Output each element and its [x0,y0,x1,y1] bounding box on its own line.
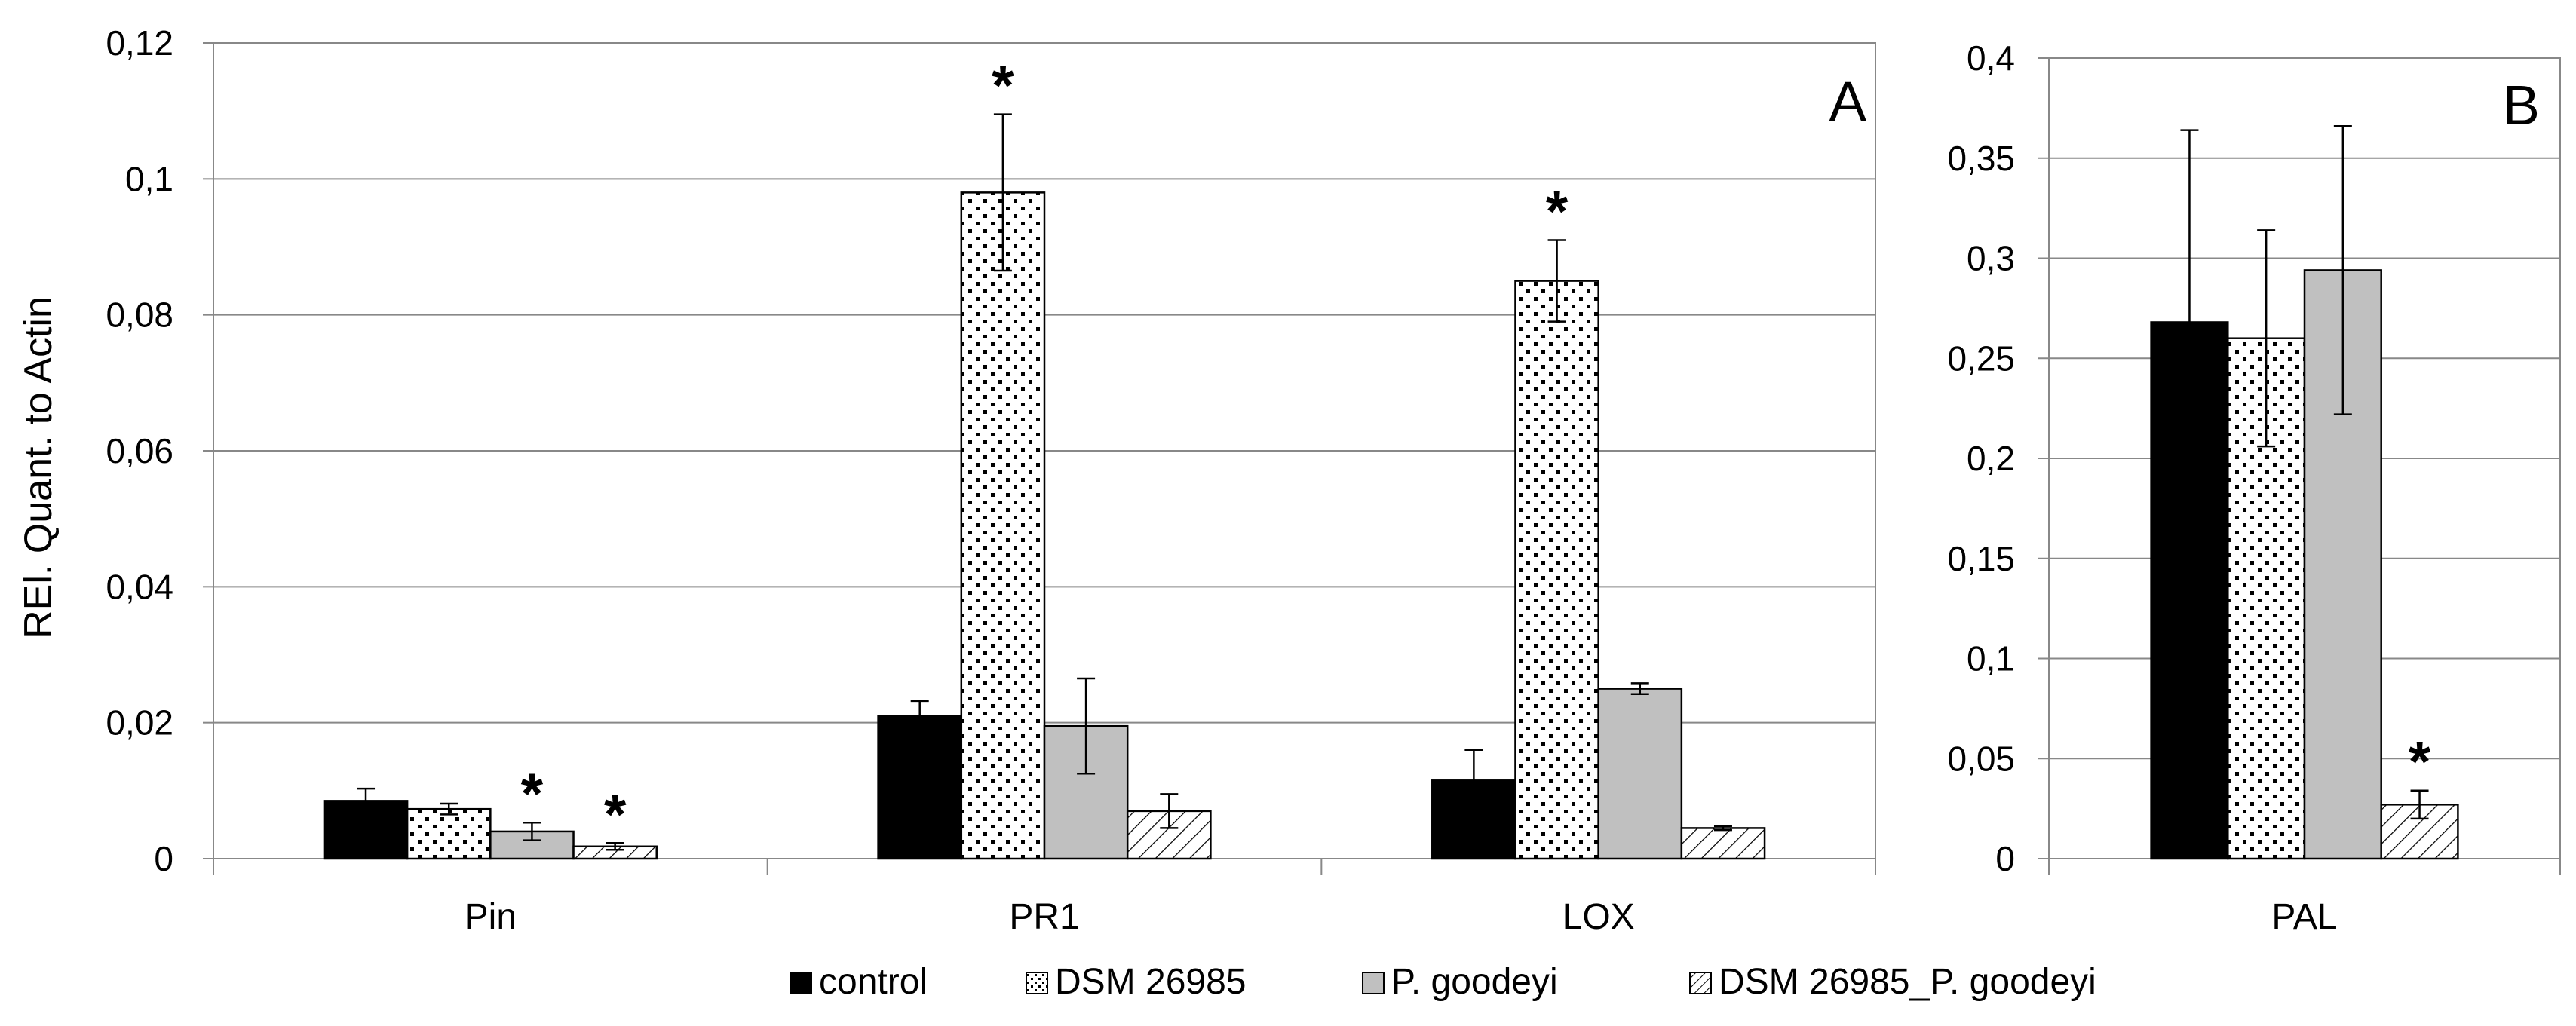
legend: control DSM 26985 P. goodeyi DSM 26985_P. g… [790,962,2096,1002]
a-ytick-label: 0,1 [125,159,173,198]
legend-swatch-goodeyi [1362,972,1385,994]
y-axis-title: REl. Quant. to Actin [17,296,60,639]
b-error-bar-pal-3 [2410,789,2429,820]
b-xtick-label: PAL [2271,897,2337,937]
a-error-bar-lox-3 [1713,825,1732,832]
legend-label-goodeyi: P. goodeyi [1391,962,1558,1002]
a-bar-lox-1 [1514,280,1599,860]
a-error-bar-pr1-1 [993,113,1012,272]
a-ytick-label: 0,02 [106,703,173,743]
a-significance-star: * [521,762,544,826]
panel-a: 0 0,02 0,04 0,06 0,08 0,1 0,12 * * Pin * PR1 * LOX A [106,23,1876,937]
b-panel-label: B [2503,74,2540,136]
panel-b: 0 0,05 0,1 0,15 0,2 0,25 0,3 0,35 0,4 * PAL B [1947,38,2561,937]
a-ytick-label: 0 [154,839,173,878]
a-error-bar-pr1-3 [1160,793,1179,829]
b-ytick-label: 0,05 [1947,739,2015,778]
a-bar-pr1-1 [960,191,1046,860]
b-ytick-label: 0,25 [1947,338,2015,378]
legend-swatch-dsm [1026,972,1048,994]
legend-item-dsm: DSM 26985 [1026,962,1246,1002]
b-ytick-label: 0,4 [1967,38,2015,78]
b-error-bar-pal-2 [2333,125,2352,415]
legend-label-combo: DSM 26985_P. goodeyi [1719,962,2096,1002]
legend-label-control: control [819,962,928,1002]
a-error-bar-lox-2 [1630,682,1649,696]
legend-item-combo: DSM 26985_P. goodeyi [1689,962,2096,1002]
a-bar-pin-1 [406,807,492,860]
b-bar-pal-1 [2227,337,2306,860]
a-error-bar-pr1-0 [910,700,929,732]
legend-swatch-control [790,972,812,994]
a-xtick-label: PR1 [1009,897,1079,937]
a-ytick-label: 0,04 [106,567,173,606]
a-error-bar-pr1-2 [1077,677,1096,775]
a-error-bar-pin-1 [440,802,458,816]
y-axis-title-group: REl. Quant. to Actin [17,296,60,639]
b-ytick-label: 0,35 [1947,139,2015,178]
b-error-bar-pal-1 [2257,229,2276,448]
a-error-bar-pin-3 [606,842,624,851]
a-panel-label: A [1829,70,1867,133]
b-error-bar-pal-0 [2180,129,2199,516]
a-bar-lox-2 [1597,688,1683,860]
a-ytick-label: 0,06 [106,431,173,470]
b-ytick-label: 0,2 [1967,439,2015,478]
legend-item-goodeyi: P. goodeyi [1362,962,1558,1002]
a-ytick-label: 0,12 [106,23,173,63]
a-xtick-label: Pin [465,897,517,937]
a-bar-pr1-0 [877,715,963,860]
legend-item-control: control [790,962,928,1002]
b-significance-star: * [2409,730,2431,795]
a-error-bar-lox-0 [1464,749,1483,813]
a-error-bar-pin-2 [523,821,541,841]
legend-label-dsm: DSM 26985 [1055,962,1246,1002]
a-error-bar-lox-1 [1547,239,1566,323]
a-significance-star: * [1546,179,1569,243]
b-ytick-label: 0,1 [1967,639,2015,678]
a-significance-star: * [604,783,627,847]
legend-swatch-combo [1689,972,1712,994]
b-ytick-label: 0,3 [1967,239,2015,278]
a-ytick-label: 0,08 [106,296,173,335]
a-bar-lox-3 [1680,827,1766,860]
a-significance-star: * [992,54,1014,118]
a-xtick-label: LOX [1562,897,1635,937]
b-ytick-label: 0 [1995,839,2015,878]
a-error-bar-pin-0 [357,787,376,814]
b-ytick-label: 0,15 [1947,539,2015,578]
